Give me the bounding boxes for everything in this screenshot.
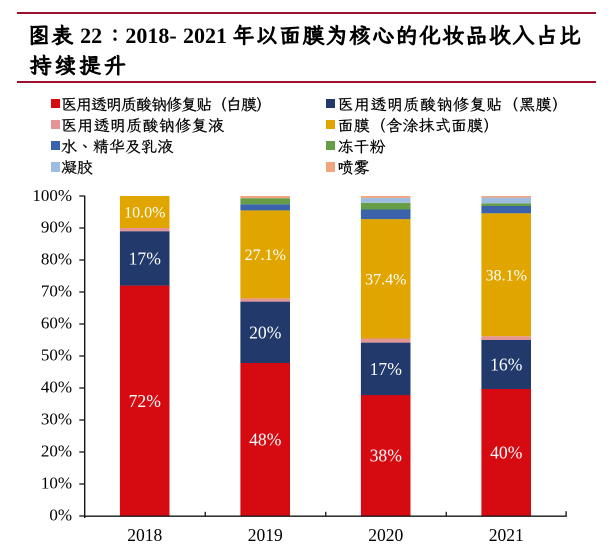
svg-text:20%: 20% [41,442,72,461]
svg-text:48%: 48% [249,430,282,450]
svg-text:2020: 2020 [368,525,403,545]
svg-text:90%: 90% [41,218,72,237]
svg-text:30%: 30% [41,410,72,429]
svg-text:60%: 60% [41,314,72,333]
svg-text:2018: 2018 [127,525,162,545]
svg-text:17%: 17% [129,249,162,269]
svg-text:50%: 50% [41,346,72,365]
svg-text:70%: 70% [41,282,72,301]
svg-text:20%: 20% [249,322,282,342]
svg-text:38%: 38% [370,446,403,466]
svg-text:10%: 10% [41,474,72,493]
svg-text:100%: 100% [32,186,72,205]
svg-text:27.1%: 27.1% [245,247,286,264]
svg-text:38.1%: 38.1% [486,267,527,284]
svg-text:16%: 16% [490,355,523,375]
svg-text:40%: 40% [490,443,523,463]
svg-text:17%: 17% [370,359,403,379]
svg-text:40%: 40% [41,378,72,397]
svg-text:37.4%: 37.4% [365,271,406,288]
svg-text:80%: 80% [41,250,72,269]
svg-text:2019: 2019 [248,525,283,545]
svg-text:2021: 2021 [489,525,524,545]
svg-text:10.0%: 10.0% [124,205,165,222]
svg-text:72%: 72% [129,391,162,411]
svg-text:0%: 0% [49,506,72,525]
